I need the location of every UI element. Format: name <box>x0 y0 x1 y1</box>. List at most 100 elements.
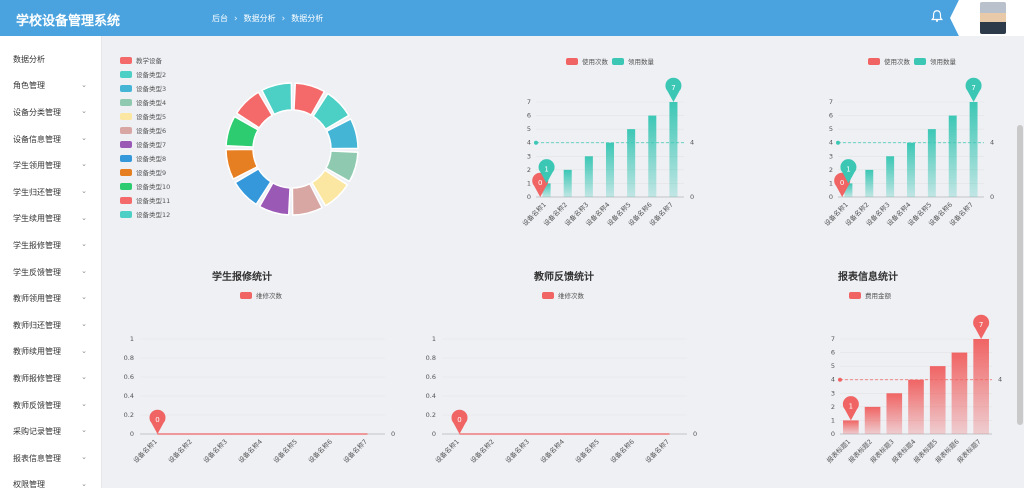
sidebar-item[interactable]: 学生反馈管理 ⌄ <box>0 259 101 286</box>
bar <box>669 102 678 197</box>
pie-slice <box>311 169 349 207</box>
chevron-down-icon: ⌄ <box>81 293 87 302</box>
legend-swatch <box>120 211 132 218</box>
chart-title-student-repair: 学生报修统计 <box>212 272 272 283</box>
y-tick-label: 5 <box>831 362 835 370</box>
dashboard-main: 教学设备 设备类型2 设备类型3 设备类型4 设备类型5 设备类型6 设备类型7 设备类型8 设… <box>102 36 1020 488</box>
legend-label: 领用数量 <box>628 57 655 66</box>
chevron-down-icon: ⌄ <box>81 319 87 328</box>
legend-label: 设备类型8 <box>136 154 166 163</box>
sidebar-item[interactable]: 学生领用管理 ⌄ <box>0 152 101 179</box>
breadcrumb-level-1[interactable]: 数据分析 <box>243 14 276 23</box>
chevron-down-icon: ⌄ <box>81 133 87 142</box>
sidebar-item[interactable]: 教师反馈管理 ⌄ <box>0 392 101 419</box>
y-tick-label: 1 <box>829 179 833 187</box>
average-line-start <box>838 377 842 382</box>
marker-pin: 1 <box>840 159 857 184</box>
y-tick-label: 3 <box>829 152 833 160</box>
pin-label: 7 <box>979 321 983 329</box>
legend-label: 使用次数 <box>884 57 911 66</box>
chart-title-teacher-feedback: 教师反馈统计 <box>534 272 594 283</box>
legend-swatch <box>120 183 132 190</box>
legend-label: 维修次数 <box>558 291 585 300</box>
sidebar-item-label: 数据分析 <box>13 54 45 64</box>
chevron-down-icon: ⌄ <box>81 346 87 355</box>
y-tick-label: 6 <box>527 112 531 120</box>
y-tick-label: 1 <box>432 335 436 343</box>
x-tick-label: 设备名称5 <box>271 437 299 465</box>
sidebar-item[interactable]: 学生归还管理 ⌄ <box>0 179 101 206</box>
sidebar-item[interactable]: 学生报修管理 ⌄ <box>0 232 101 259</box>
pie-slice <box>234 168 272 206</box>
sidebar-item-label: 教师归还管理 <box>13 320 61 330</box>
page-scrollbar[interactable] <box>1017 125 1023 425</box>
sidebar: 数据分析 角色管理 ⌄ 设备分类管理 ⌄ 设备信息管理 ⌄ 学生领用管理 ⌄ 学生归还管理 ⌄ 学生续… <box>0 36 102 488</box>
user-menu[interactable] <box>950 0 1024 36</box>
y-tick-label: 6 <box>829 112 833 120</box>
sidebar-item[interactable]: 角色管理 ⌄ <box>0 73 101 100</box>
x-tick-label: 设备名称2 <box>166 437 194 465</box>
pie-slice <box>293 82 326 116</box>
sidebar-item[interactable]: 报表信息管理 ⌄ <box>0 445 101 472</box>
sidebar-item[interactable]: 数据分析 <box>0 46 101 73</box>
marker-pin: 0 <box>451 409 468 434</box>
y-tick-label: 7 <box>831 335 835 343</box>
pie-slice <box>258 182 291 216</box>
axis-end-label: 0 <box>693 430 697 438</box>
chevron-down-icon: ⌄ <box>81 186 87 195</box>
y-tick-label: 2 <box>527 166 531 174</box>
sidebar-item[interactable]: 教师领用管理 ⌄ <box>0 285 101 312</box>
sidebar-item-label: 权限管理 <box>13 480 45 488</box>
x-tick-label: 报表标题7 <box>955 437 983 465</box>
x-tick-label: 设备名称1 <box>131 437 159 465</box>
sidebar-item-label: 学生领用管理 <box>13 161 61 171</box>
avatar[interactable] <box>980 2 1006 34</box>
sidebar-item-label: 教师续用管理 <box>13 347 61 357</box>
y-tick-label: 5 <box>829 125 833 133</box>
sidebar-item[interactable]: 设备分类管理 ⌄ <box>0 99 101 126</box>
y-tick-label: 4 <box>829 139 833 147</box>
bar <box>864 406 881 434</box>
legend-label: 教学设备 <box>136 56 163 65</box>
legend-label: 使用次数 <box>582 57 609 66</box>
breadcrumb-home[interactable]: 后台 <box>212 14 228 23</box>
sidebar-item-label: 角色管理 <box>13 81 45 91</box>
sidebar-item[interactable]: 教师归还管理 ⌄ <box>0 312 101 339</box>
sidebar-item-label: 教师报修管理 <box>13 373 61 383</box>
chevron-down-icon: ⌄ <box>81 240 87 249</box>
y-tick-label: 0 <box>527 193 531 201</box>
pin-label: 1 <box>846 165 850 173</box>
x-tick-label: 设备名称5 <box>573 437 601 465</box>
sidebar-item[interactable]: 设备信息管理 ⌄ <box>0 126 101 153</box>
bar <box>584 156 593 197</box>
bar-chart-usage-1: 使用次数 领用数量01234567设备名称1设备名称2设备名称3设备名称4设备名称… <box>520 57 694 228</box>
bar <box>948 115 957 197</box>
sidebar-item[interactable]: 教师续用管理 ⌄ <box>0 339 101 366</box>
chevron-down-icon: ⌄ <box>81 107 87 116</box>
app-title: 学校设备管理系统 <box>16 14 121 29</box>
y-tick-label: 7 <box>829 98 833 106</box>
sidebar-item-label: 设备信息管理 <box>13 134 61 144</box>
legend-label: 设备类型6 <box>136 126 166 135</box>
sidebar-item[interactable]: 采购记录管理 ⌄ <box>0 418 101 445</box>
legend-swatch <box>120 113 132 120</box>
sidebar-item[interactable]: 权限管理 ⌄ <box>0 472 101 488</box>
legend-label: 设备类型12 <box>136 210 170 219</box>
bar <box>886 156 895 197</box>
pin-label: 7 <box>971 84 975 92</box>
y-tick-label: 0.2 <box>124 411 134 419</box>
sidebar-item-label: 学生归还管理 <box>13 187 61 197</box>
pin-label: 0 <box>538 179 542 187</box>
sidebar-item[interactable]: 学生续用管理 ⌄ <box>0 206 101 233</box>
marker-pin: 0 <box>149 409 166 434</box>
pie-slice <box>235 91 273 129</box>
chevron-down-icon: ⌄ <box>81 160 87 169</box>
legend-swatch <box>120 197 132 204</box>
bell-icon[interactable] <box>930 9 944 23</box>
x-tick-label: 设备名称3 <box>503 437 531 465</box>
sidebar-item-label: 学生报修管理 <box>13 240 61 250</box>
sidebar-item[interactable]: 教师报修管理 ⌄ <box>0 365 101 392</box>
bar <box>648 115 657 197</box>
y-tick-label: 0.4 <box>426 392 436 400</box>
